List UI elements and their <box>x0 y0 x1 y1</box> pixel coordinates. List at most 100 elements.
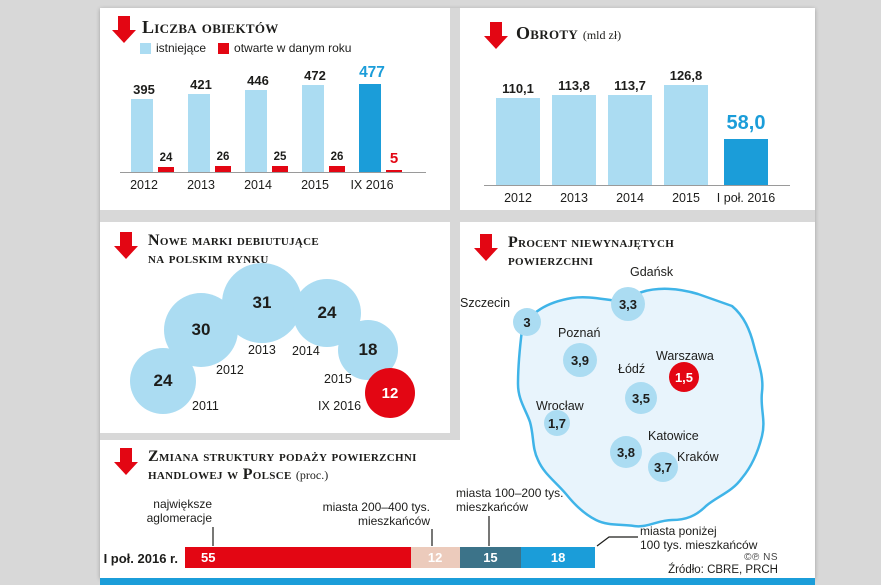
panel-gap-horizontal <box>100 210 815 222</box>
brand-bubble-IX 2016: 12 <box>365 368 415 418</box>
city-bubble-Warszawa: 1,5 <box>669 362 699 392</box>
callout-line: 100 tys. mieszkańców <box>640 538 758 553</box>
year-label-2011: 2011 <box>192 399 219 413</box>
year-label-2015: 2015 <box>324 372 352 386</box>
legend-swatch-opened <box>218 42 230 54</box>
bar-existing-IX 2016 <box>359 84 381 172</box>
source-note: Źródło: CBRE, PRCH <box>668 564 778 576</box>
stack-segment-0: 55 <box>185 547 411 568</box>
value-opened-2015: 26 <box>330 151 344 163</box>
bar-existing-2015 <box>302 85 324 172</box>
callout-line: miasta poniżej <box>640 524 717 538</box>
red-down-arrow-icon <box>112 16 136 43</box>
callout-line: miasta 200–400 tys. <box>322 500 430 514</box>
city-bubble-Katowice: 3,8 <box>610 436 642 468</box>
city-label-Warszawa: Warszawa <box>656 349 714 363</box>
x-label-2013: 2013 <box>187 178 215 192</box>
bar-opened-2012 <box>158 167 174 172</box>
x-label-2014: 2014 <box>616 191 644 205</box>
callout-line: największe <box>153 497 212 511</box>
panel-title-line2: handlowej w Polsce (proc.) <box>148 466 417 484</box>
panel-gap-horizontal-left <box>100 433 460 440</box>
legend-swatch-existing <box>140 42 151 54</box>
stack-segment-1: 12 <box>410 547 460 568</box>
panel-title-unit: (mld zł) <box>582 28 622 42</box>
panel-new-brands: Nowe marki debiutujące na polskim rynku … <box>100 222 450 433</box>
callout-largest-agglomerations: największe aglomeracje <box>127 497 212 525</box>
panel-title-line1: Zmiana struktury podaży powierzchni <box>148 448 417 465</box>
panel-title: Procent niewynajętych powierzchni <box>508 234 674 270</box>
bar-I poł. 2016 <box>724 139 768 185</box>
value-2014: 113,7 <box>614 78 646 93</box>
x-label-2014: 2014 <box>244 178 272 192</box>
red-down-arrow-icon <box>484 22 508 49</box>
legend-label-existing: istniejące <box>156 41 207 55</box>
city-bubble-Łódź: 3,5 <box>625 382 657 414</box>
callout-connector-lines <box>212 516 638 547</box>
bar-opened-2014 <box>272 166 288 172</box>
year-label-IX 2016: IX 2016 <box>318 399 362 413</box>
city-bubble-Kraków: 3,7 <box>648 452 678 482</box>
x-label-2012: 2012 <box>504 191 532 205</box>
copyright-mark: ©℗ NS <box>744 552 778 563</box>
footer-strip <box>100 578 815 585</box>
bar-2012 <box>496 98 540 185</box>
objects-bar-chart: 395 24 2012 421 26 2013 446 25 2014 472 26 2015 477 5… <box>100 8 450 210</box>
panel-gap-vertical-middle <box>450 222 460 433</box>
value-2012: 110,1 <box>502 81 534 96</box>
x-label-2015: 2015 <box>672 191 700 205</box>
panel-gap-vertical-top <box>450 8 460 210</box>
brands-bubble-chart: 24 2011 30 2012 31 2013 24 2014 18 2015 12 IX 2016 <box>100 222 450 433</box>
year-label-2014: 2014 <box>292 344 320 358</box>
city-label-Gdańsk: Gdańsk <box>630 265 674 279</box>
city-label-Poznań: Poznań <box>558 326 601 340</box>
bar-2013 <box>552 95 596 185</box>
value-2013: 113,8 <box>558 78 590 93</box>
value-2015: 126,8 <box>669 68 703 83</box>
callout-line: miasta 100–200 tys. <box>456 486 564 500</box>
panel-title-line1: Nowe marki debiutujące <box>148 232 320 249</box>
callout-line: aglomeracje <box>146 511 212 526</box>
bar-existing-2013 <box>188 94 210 172</box>
bar-2015 <box>664 85 708 185</box>
x-label-I poł. 2016: I poł. 2016 <box>716 191 776 205</box>
structure-stacked-bar: 55 12 15 18 <box>185 547 595 568</box>
panel-title: Zmiana struktury podaży powierzchni hand… <box>148 448 417 484</box>
city-bubble-Szczecin: 3 <box>513 308 541 336</box>
city-label-Szczecin: Szczecin <box>460 296 511 310</box>
year-label-2012: 2012 <box>216 363 244 377</box>
stack-segment-3: 18 <box>521 547 595 568</box>
panel-title-text: Obroty <box>516 23 579 43</box>
city-bubble-Gdańsk: 3,3 <box>611 287 645 321</box>
panel-supply-structure: Zmiana struktury podaży powierzchni hand… <box>100 440 815 578</box>
x-label-2013: 2013 <box>560 191 588 205</box>
bar-existing-2014 <box>245 90 267 172</box>
city-label-Katowice: Katowice <box>648 429 699 443</box>
callout-line: mieszkańców <box>456 500 529 515</box>
panel-turnover: Obroty (mld zł) 110,1 2012 113,8 2013 113,7 2… <box>460 8 815 210</box>
panel-number-of-objects: Liczba obiektów istniejące otwarte w dan… <box>100 8 450 210</box>
axis-baseline <box>484 185 790 186</box>
city-bubble-Poznań: 3,9 <box>563 343 597 377</box>
value-opened-2013: 26 <box>216 151 230 163</box>
panel-title-line2-text: handlowej w Polsce <box>148 466 292 484</box>
x-label-2015: 2015 <box>301 178 329 192</box>
bar-opened-2013 <box>215 166 231 172</box>
value-I poł. 2016: 58,0 <box>726 112 766 134</box>
callout-cities-200-400k: miasta 200–400 tys. mieszkańców <box>286 500 430 528</box>
city-label-Wrocław: Wrocław <box>536 399 584 413</box>
value-opened-2012: 24 <box>159 152 173 164</box>
value-existing-2013: 421 <box>190 77 212 92</box>
bar-opened-2015 <box>329 166 345 172</box>
value-existing-2014: 446 <box>247 73 269 88</box>
value-existing-2012: 395 <box>133 82 155 97</box>
panel-title-unit: (proc.) <box>295 468 329 483</box>
red-down-arrow-icon <box>114 232 138 259</box>
red-down-arrow-icon <box>114 448 138 475</box>
panel-title: Obroty (mld zł) <box>516 24 621 42</box>
bar-2014 <box>608 95 652 185</box>
panel-title: Nowe marki debiutujące na polskim rynku <box>148 232 319 268</box>
callout-line: mieszkańców <box>357 514 430 529</box>
x-label-2012: 2012 <box>130 178 158 192</box>
panel-title: Liczba obiektów <box>142 17 279 37</box>
